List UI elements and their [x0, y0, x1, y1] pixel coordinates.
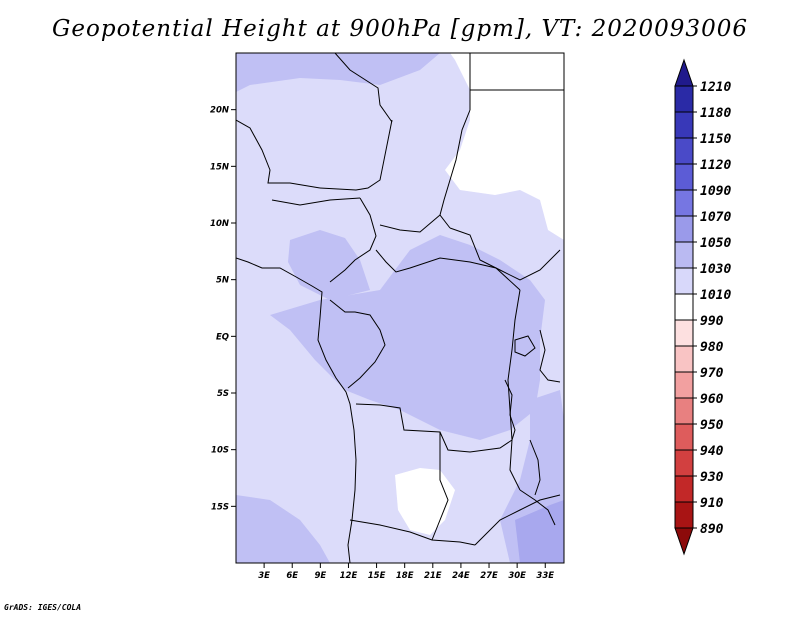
border-congo-gabon	[329, 299, 386, 389]
lon-tick-label: 30E	[508, 571, 526, 581]
border-zambia-south	[474, 494, 561, 546]
border-algeria-libya	[334, 53, 393, 123]
colorbar-segment	[674, 449, 694, 477]
colorbar-segment	[674, 111, 694, 139]
colorbar-level-label: 1070	[700, 210, 731, 225]
colorbar: 1210 1180 1150 1120 1090 1070 1050 1030 1010 990 9…	[674, 58, 731, 556]
lon-tick-label: 33E	[536, 571, 554, 581]
colorbar-segment	[674, 267, 694, 295]
border-angola-zambia	[431, 432, 449, 541]
lake-malawi	[529, 439, 541, 496]
colorbar-level-label: 970	[700, 366, 724, 381]
colorbar-segment	[674, 423, 694, 451]
colorbar-segment	[674, 475, 694, 503]
lon-tick-label: 18E	[396, 571, 414, 581]
field-region-1050-southwest	[236, 495, 330, 563]
colorbar-level-label: 1120	[700, 158, 731, 173]
lat-tick-label: 15S	[211, 502, 229, 512]
lat-tick-label: 15N	[210, 162, 229, 172]
lake-victoria	[514, 335, 536, 357]
lon-tick-label: 24E	[452, 571, 470, 581]
chart-title: Geopotential Height at 900hPa [gpm], VT:…	[52, 16, 748, 42]
colorbar-level-label: 990	[700, 314, 724, 329]
grads-credit: GrADS: IGES/COLA	[4, 603, 82, 612]
border-niger-chad	[319, 119, 393, 191]
map-frame	[235, 52, 565, 564]
colorbar-segment	[674, 137, 694, 165]
lon-tick-label: 12E	[340, 571, 358, 581]
lon-tick-label: 15E	[368, 571, 386, 581]
colorbar-level-label: 1180	[700, 106, 731, 121]
field-region-1010-south	[395, 468, 455, 535]
colorbar-top-arrow	[674, 58, 694, 87]
coastline-west-africa	[236, 257, 357, 563]
colorbar-level-label: 1030	[700, 262, 731, 277]
colorbar-segment	[674, 371, 694, 399]
colorbar-segment	[674, 345, 694, 373]
colorbar-segment	[674, 501, 694, 529]
border-niger-nigeria	[271, 197, 361, 206]
colorbar-segment	[674, 215, 694, 243]
border-car-south	[375, 249, 521, 291]
lat-tick-label: EQ	[216, 332, 229, 342]
colorbar-segment	[674, 241, 694, 269]
colorbar-level-label: 890	[700, 522, 724, 537]
lon-tick-label: 9E	[314, 571, 326, 581]
colorbar-level-label: 940	[700, 444, 724, 459]
colorbar-level-label: 1150	[700, 132, 731, 147]
lon-tick-label: 3E	[258, 571, 270, 581]
colorbar-level-label: 1010	[700, 288, 731, 303]
borders-layer	[236, 53, 564, 563]
border-drc-east	[507, 289, 521, 491]
field-region-1010-desert-patch	[478, 140, 540, 190]
lat-tick-label: 20N	[210, 106, 229, 116]
lon-tick-label: 27E	[480, 571, 498, 581]
colorbar-segment	[674, 293, 694, 321]
border-nigeria-cameroon	[329, 197, 377, 283]
border-angola-namibia	[349, 519, 476, 546]
border-tanzania-malawi	[519, 489, 556, 526]
border-uganda-kenya	[539, 329, 561, 383]
colorbar-level-label: 930	[700, 470, 724, 485]
colorbar-segment	[674, 319, 694, 347]
lat-tick-label: 10S	[211, 446, 229, 456]
colorbar-level-label: 960	[700, 392, 724, 407]
colorbar-segment	[674, 85, 694, 113]
lon-tick-label: 21E	[424, 571, 442, 581]
lat-tick-label: 5S	[217, 389, 229, 399]
colorbar-segment	[674, 397, 694, 425]
border-sudan-south	[449, 227, 561, 281]
lake-tanganyika	[504, 379, 516, 441]
lat-tick-label: 10N	[210, 219, 229, 229]
field-region-1070-east-southeast	[515, 500, 564, 563]
border-car-north	[379, 214, 441, 233]
colorbar-level-label: 1090	[700, 184, 731, 199]
lon-tick-label: 6E	[286, 571, 298, 581]
field-region-1050-north-strip	[236, 53, 440, 92]
field-region-1050-congo	[270, 235, 545, 440]
colorbar-level-label: 950	[700, 418, 724, 433]
colorbar-segment	[674, 163, 694, 191]
latitude-axis: 20N 15N 10N 5N EQ 5S 10S 15S	[210, 106, 236, 512]
colorbar-segment	[674, 189, 694, 217]
field-shading	[236, 53, 564, 563]
lat-tick-label: 5N	[216, 276, 229, 286]
colorbar-level-label: 980	[700, 340, 724, 355]
colorbar-level-label: 1210	[700, 80, 731, 95]
colorbar-bottom-arrow	[674, 527, 694, 556]
colorbar-level-label: 910	[700, 496, 724, 511]
colorbar-level-label: 1050	[700, 236, 731, 251]
field-region-1050-west-africa	[288, 230, 370, 300]
border-mali-niger	[236, 119, 321, 189]
longitude-axis: 3E 6E 9E 12E 15E 18E 21E 24E 27E 30E 33E	[258, 563, 554, 581]
